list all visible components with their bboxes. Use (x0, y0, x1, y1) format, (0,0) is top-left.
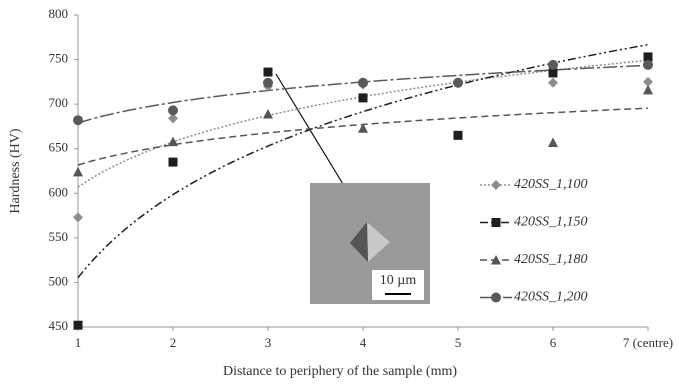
legend-marker (492, 218, 501, 227)
legend-marker (491, 293, 501, 303)
x-tick-label: 1 (75, 335, 82, 350)
y-tick-label: 750 (49, 51, 69, 66)
legend-label: 420SS_1,100 (514, 177, 588, 192)
y-tick-label: 650 (49, 140, 69, 155)
point (168, 105, 178, 115)
y-tick-label: 500 (49, 273, 69, 288)
x-tick-label: 5 (455, 335, 462, 350)
point (74, 321, 83, 330)
y-tick-label: 450 (49, 318, 69, 333)
y-tick-label: 700 (49, 95, 69, 110)
y-tick-label: 550 (49, 229, 69, 244)
x-tick-label: 7 (centre) (623, 335, 673, 350)
point (358, 78, 368, 88)
point (454, 131, 463, 140)
point (359, 93, 368, 102)
y-tick-label: 600 (49, 184, 69, 199)
legend-label: 420SS_1,200 (514, 290, 588, 305)
chart: Distance to periphery of the sample (mm)… (0, 0, 679, 387)
point (73, 115, 83, 125)
y-tick-label: 800 (49, 6, 69, 21)
x-tick-label: 4 (360, 335, 367, 350)
point (643, 60, 653, 70)
point (548, 60, 558, 70)
scale-label: 10 µm (380, 273, 417, 288)
point (453, 78, 463, 88)
point (169, 158, 178, 167)
y-axis-label: Hardness (HV) (8, 128, 23, 213)
x-tick-label: 6 (550, 335, 557, 350)
point (264, 68, 273, 77)
x-axis-label: Distance to periphery of the sample (mm) (223, 364, 457, 379)
point (263, 78, 273, 88)
x-tick-label: 3 (265, 335, 272, 350)
legend-label: 420SS_1,150 (514, 215, 588, 230)
x-tick-label: 2 (170, 335, 177, 350)
legend-label: 420SS_1,180 (514, 252, 588, 267)
